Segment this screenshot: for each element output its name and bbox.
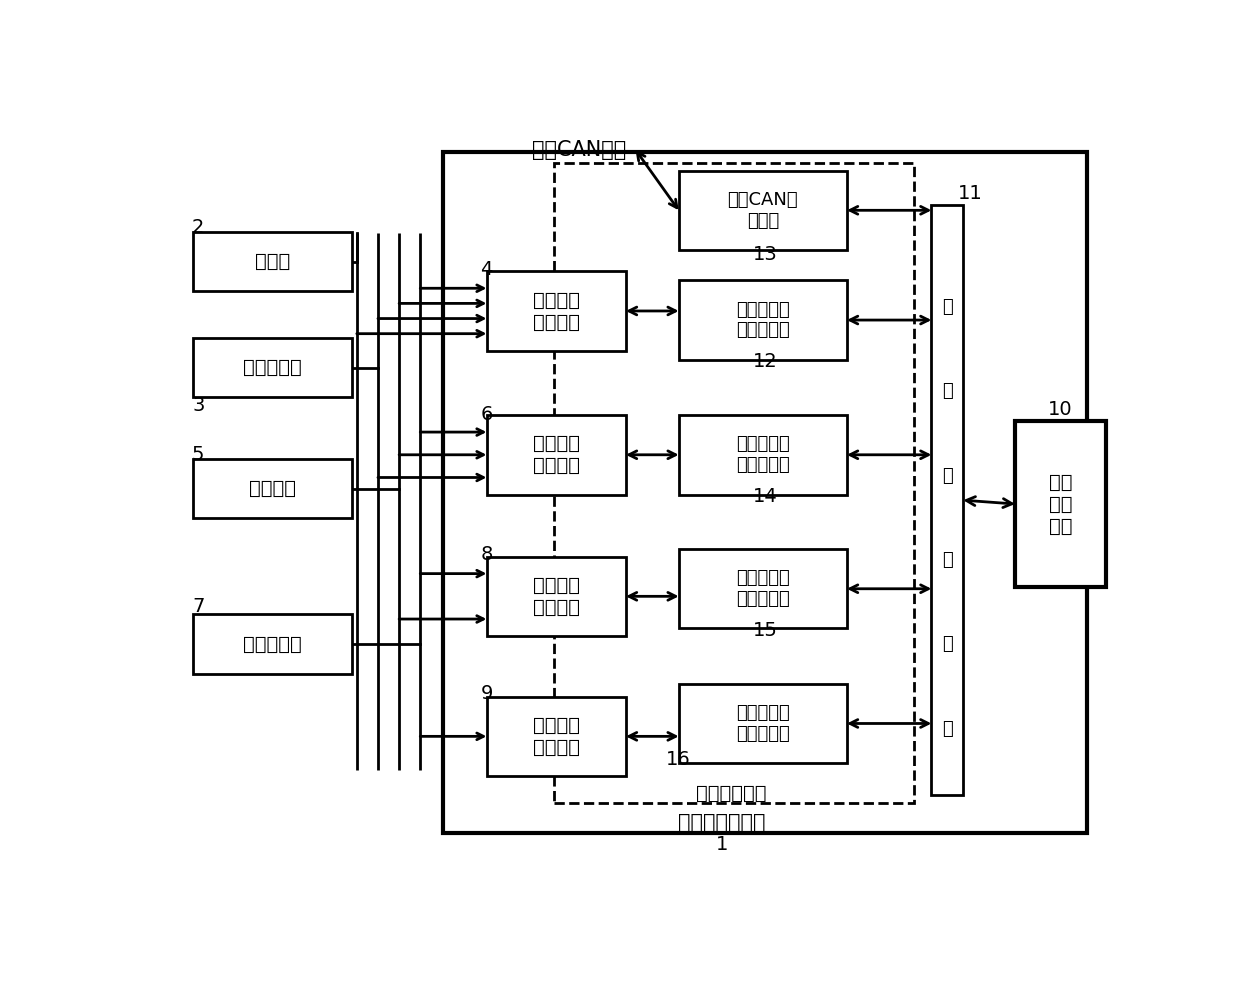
Text: 12: 12: [753, 352, 777, 372]
Text: 5: 5: [192, 445, 205, 464]
Text: 第四传感
融合模块: 第四传感 融合模块: [533, 716, 580, 757]
Text: 第三传感
融合模块: 第三传感 融合模块: [533, 576, 580, 616]
Bar: [193, 614, 352, 673]
Bar: [486, 271, 626, 351]
Text: 第一传感融
合解析模块: 第一传感融 合解析模块: [737, 301, 790, 339]
Bar: [193, 459, 352, 518]
Bar: [486, 556, 626, 636]
Bar: [678, 549, 847, 628]
Text: 15: 15: [753, 621, 777, 640]
Text: 3: 3: [192, 396, 205, 415]
Text: 号: 号: [942, 382, 952, 400]
Text: 2: 2: [192, 218, 205, 237]
Text: 激光雷达: 激光雷达: [249, 480, 296, 498]
Text: 4: 4: [480, 260, 492, 279]
Text: 信: 信: [942, 298, 952, 317]
Text: 处: 处: [942, 467, 952, 485]
Text: 块: 块: [942, 720, 952, 738]
Text: 毫米波雷达: 毫米波雷达: [243, 358, 303, 377]
Text: 7: 7: [192, 597, 205, 615]
Text: 整车CAN信号: 整车CAN信号: [532, 140, 626, 160]
Text: 13: 13: [753, 245, 777, 263]
Text: 快速原型控制器: 快速原型控制器: [678, 813, 766, 834]
Bar: [678, 415, 847, 494]
Text: 摄像头: 摄像头: [255, 253, 290, 271]
Text: 理: 理: [942, 551, 952, 569]
Bar: [444, 152, 1087, 834]
Text: 模: 模: [942, 635, 952, 654]
Text: 整车CAN解
析模块: 整车CAN解 析模块: [728, 191, 799, 230]
Text: 超声波雷达: 超声波雷达: [243, 634, 303, 654]
Text: 10: 10: [1048, 400, 1073, 419]
Text: 8: 8: [480, 546, 492, 564]
Text: 第四传感融
合解析模块: 第四传感融 合解析模块: [737, 704, 790, 743]
Bar: [193, 232, 352, 291]
Text: 14: 14: [753, 487, 777, 506]
Bar: [678, 280, 847, 360]
Text: 第二传感融
合解析模块: 第二传感融 合解析模块: [737, 435, 790, 474]
Text: 第一传感
融合模块: 第一传感 融合模块: [533, 290, 580, 331]
Bar: [554, 163, 914, 803]
Text: 控制接口模块: 控制接口模块: [697, 783, 766, 803]
Text: 第二传感
融合模块: 第二传感 融合模块: [533, 434, 580, 476]
Text: 1: 1: [715, 836, 728, 854]
Text: 9: 9: [480, 684, 492, 703]
Bar: [1016, 421, 1106, 587]
Text: 11: 11: [957, 184, 982, 203]
Bar: [678, 171, 847, 250]
Bar: [678, 684, 847, 763]
Bar: [486, 697, 626, 777]
Bar: [193, 338, 352, 397]
Text: 第三传感融
合解析模块: 第三传感融 合解析模块: [737, 569, 790, 608]
Text: 6: 6: [480, 405, 492, 425]
Bar: [486, 415, 626, 494]
Text: 控制
算法
模块: 控制 算法 模块: [1049, 473, 1073, 536]
Bar: [931, 205, 963, 795]
Text: 16: 16: [666, 750, 691, 769]
